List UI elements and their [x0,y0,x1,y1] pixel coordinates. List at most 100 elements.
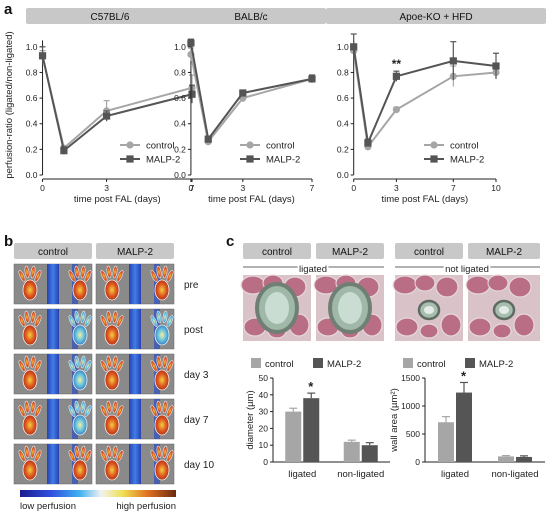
paw-palm [72,414,88,436]
y-tick-label: 0.2 [174,144,186,154]
data-point-malp2 [308,75,316,83]
paw-digit [80,355,86,369]
legend-marker-control [126,141,134,149]
paw-palm [154,369,170,391]
y-tick-label: 0.0 [174,170,186,180]
paw-image [18,445,42,481]
x-category-label: ligated [288,469,316,480]
legend-marker-malp2 [126,155,134,163]
paw-palm [104,369,120,391]
paw-digit [100,405,108,417]
x-tick-label: 7 [451,183,456,193]
perfusion-cell [95,353,175,395]
data-point-malp2 [239,89,247,97]
perfusion-cell [13,263,93,305]
y-tick-label: 10 [259,440,269,450]
legend-marker-control [430,141,438,149]
paw-palm [72,279,88,301]
y-tick-label: 0.8 [26,67,38,77]
paw-digit [30,265,36,279]
legend-marker-malp2 [246,155,254,163]
paw-digit [24,265,30,279]
paw-digit [30,310,36,324]
paw-digit [106,265,112,279]
y-tick-label: 0.8 [337,67,349,77]
muscle-fiber [487,274,509,292]
group-label-not-ligated: not ligated [445,264,489,275]
data-point-malp2 [492,62,500,70]
paw-image [100,400,124,436]
paw-digit [24,445,30,459]
perfusion-image-grid [13,263,175,485]
x-tick-label: 0 [40,183,45,193]
legend-marker-control [246,141,254,149]
y-axis-title: diameter (µm) [245,390,256,449]
data-point-malp2 [204,135,212,143]
paw-digit [106,400,112,414]
panel-c-header-1: control [262,247,292,258]
paw-image [68,310,92,346]
paw-image [150,265,174,301]
paw-digit [34,450,42,462]
paw-digit [162,445,168,459]
y-tick-label: 0.0 [26,170,38,180]
data-point-malp2 [102,112,111,120]
paw-palm [154,279,170,301]
panel-b-letter: b [4,233,13,250]
perfusion-cell [95,308,175,350]
panel-b: control MALP-2 pre post day 3 day 7 day 10 l… [13,243,214,512]
panel-b-header-control-box [14,243,92,259]
x-axis-title: time post FAL (days) [74,194,161,205]
paw-digit [100,270,108,282]
series-line-MALP-2 [189,42,313,142]
paw-digit [162,310,168,324]
perfusion-vessel-band [47,309,59,349]
x-axis-title: time post FAL (days) [381,194,468,205]
legend-swatch-control [403,358,413,368]
y-tick-label: 0.6 [337,93,349,103]
paw-digit [156,445,162,459]
panel-a: C57BL/6 BALB/c Apoe-KO + HFD perfusion-r… [4,8,546,205]
panel-b-header-malp-text: MALP-2 [117,247,154,258]
chart3-header-box [326,8,546,24]
x-tick-label: 0 [189,183,194,193]
histology-image [392,274,463,341]
muscle-fiber [465,275,491,295]
paw-image [150,355,174,391]
x-category-label: non-ligated [491,469,538,480]
significance-marker: * [308,379,314,394]
data-point-malp2 [364,139,372,147]
paw-digit [156,265,162,279]
paw-digit [156,355,162,369]
paw-digit [18,270,26,282]
paw-digit [80,265,86,279]
paw-digit [74,400,80,414]
paw-digit [18,315,26,327]
y-tick-label: 1.0 [174,42,186,52]
paw-digit [18,405,26,417]
perfusion-vessel-band [47,399,59,439]
paw-digit [80,310,86,324]
panel-c-header-2: MALP-2 [332,247,369,258]
bar-control [498,456,514,462]
group-label-ligated: ligated [299,264,327,275]
x-tick-label: 0 [351,183,356,193]
bar-control [438,422,454,462]
panel-c-header-3: control [414,247,444,258]
chart3-title: Apoe-KO + HFD [399,12,472,23]
paw-digit [30,400,36,414]
panel-c: control MALP-2 control MALP-2 ligated no… [240,243,545,480]
bar-MALP-2 [303,398,320,462]
muscle-fiber [419,323,439,339]
paw-digit [34,315,42,327]
y-tick-label: 500 [406,429,420,439]
y-tick-label: 0.8 [174,67,186,77]
perfusion-vessel-band [129,354,141,394]
perfusion-colorbar [20,490,176,497]
significance-marker: * [461,368,467,383]
paw-digit [116,315,124,327]
paw-palm [72,459,88,481]
legend-label: MALP-2 [479,359,513,370]
paw-digit [18,450,26,462]
muscle-fiber [508,276,532,298]
